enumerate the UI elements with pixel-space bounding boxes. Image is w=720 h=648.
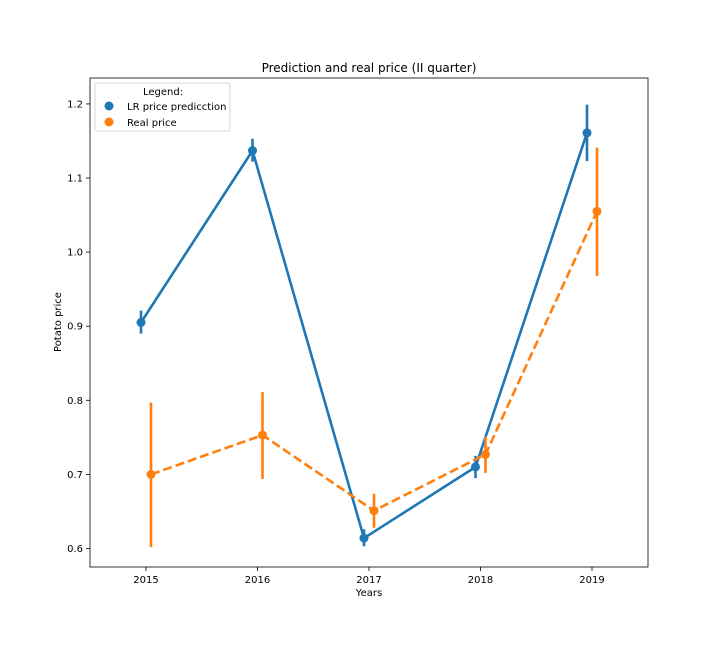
legend-marker-lr-price — [104, 101, 114, 111]
data-point-lr-price-predicction-2015 — [136, 318, 146, 327]
x-tick-label-2019: 2019 — [579, 575, 604, 586]
data-point-lr-price-predicction-2018 — [471, 462, 480, 472]
legend-title: Legend: — [143, 87, 183, 98]
x-tick-label-2017: 2017 — [356, 575, 381, 586]
data-point-real-price-2016 — [258, 430, 267, 440]
y-tick-label-1.2: 1.2 — [67, 99, 83, 110]
chart-title: Prediction and real price (II quarter) — [262, 61, 477, 75]
y-tick-label-0.7: 0.7 — [67, 470, 83, 481]
x-tick-label-2018: 2018 — [468, 575, 493, 586]
y-axis: 0.6 0.7 0.8 0.9 1.0 1.1 1.2 — [67, 99, 90, 555]
data-point-real-price-2015 — [146, 469, 156, 479]
y-tick-label-0.6: 0.6 — [67, 544, 83, 555]
legend-box — [94, 82, 231, 132]
data-point-real-price-2019 — [592, 206, 602, 216]
y-tick-label-0.9: 0.9 — [67, 322, 83, 333]
legend-marker-real-price — [104, 117, 114, 127]
legend: Legend: LR price predicction Real price — [94, 82, 231, 132]
x-tick-label-2016: 2016 — [245, 575, 270, 586]
data-point-lr-price-predicction-2019 — [582, 128, 592, 138]
y-tick-label-0.8: 0.8 — [67, 396, 83, 407]
y-axis-label: Potato price — [53, 292, 64, 352]
axes-frame — [89, 77, 649, 568]
y-tick-label-1.1: 1.1 — [67, 174, 83, 185]
x-axis-label: Years — [355, 588, 382, 599]
data-point-real-price-2018 — [481, 449, 490, 459]
data-point-real-price-2017 — [369, 506, 379, 516]
plot-area — [136, 104, 602, 547]
x-axis: 2015 2016 2017 2018 2019 — [133, 567, 605, 586]
x-tick-label-2015: 2015 — [133, 575, 158, 586]
y-tick-label-1.0: 1.0 — [67, 248, 83, 259]
legend-label-real-price: Real price — [127, 118, 177, 129]
data-point-lr-price-predicction-2016 — [248, 146, 257, 156]
legend-label-lr-price: LR price predicction — [127, 102, 226, 113]
series-line-real-price — [150, 210, 599, 512]
data-point-lr-price-predicction-2017 — [359, 533, 369, 543]
series-line-lr-price-predicction — [139, 132, 589, 540]
